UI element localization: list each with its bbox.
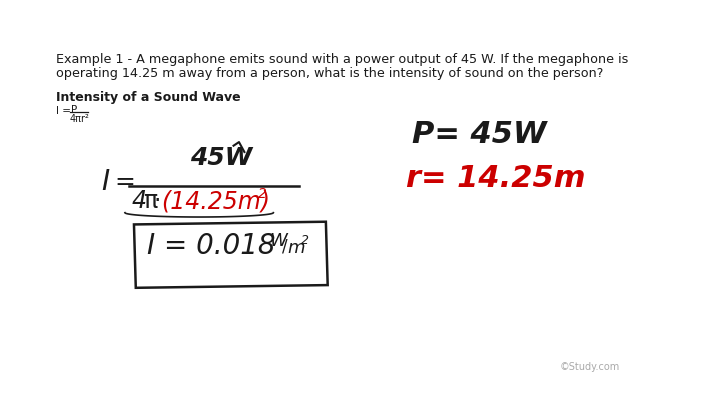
Text: /: / (282, 237, 287, 255)
Text: 2: 2 (302, 234, 310, 247)
Text: 4: 4 (132, 189, 147, 213)
Text: I: I (102, 168, 109, 196)
Text: I = 0.018: I = 0.018 (147, 231, 275, 259)
Text: (14.25m): (14.25m) (161, 189, 270, 213)
Text: P: P (71, 105, 77, 115)
Text: Example 1 - A megaphone emits sound with a power output of 45 W. If the megaphon: Example 1 - A megaphone emits sound with… (56, 53, 628, 66)
Text: 45W: 45W (190, 146, 252, 169)
Text: 2: 2 (258, 187, 267, 201)
Text: Intensity of a Sound Wave: Intensity of a Sound Wave (56, 91, 241, 104)
Text: ·: · (154, 189, 162, 213)
Text: 4πr²: 4πr² (69, 114, 89, 124)
Text: operating 14.25 m away from a person, what is the intensity of sound on the pers: operating 14.25 m away from a person, wh… (56, 67, 603, 80)
Text: π: π (143, 189, 157, 213)
Text: P= 45W: P= 45W (412, 120, 546, 149)
Text: W: W (270, 231, 287, 249)
Text: =: = (114, 170, 135, 194)
Text: r= 14.25m: r= 14.25m (405, 164, 585, 192)
Text: ©Study.com: ©Study.com (559, 361, 620, 371)
Text: I =: I = (56, 106, 71, 115)
Text: m: m (288, 239, 305, 256)
